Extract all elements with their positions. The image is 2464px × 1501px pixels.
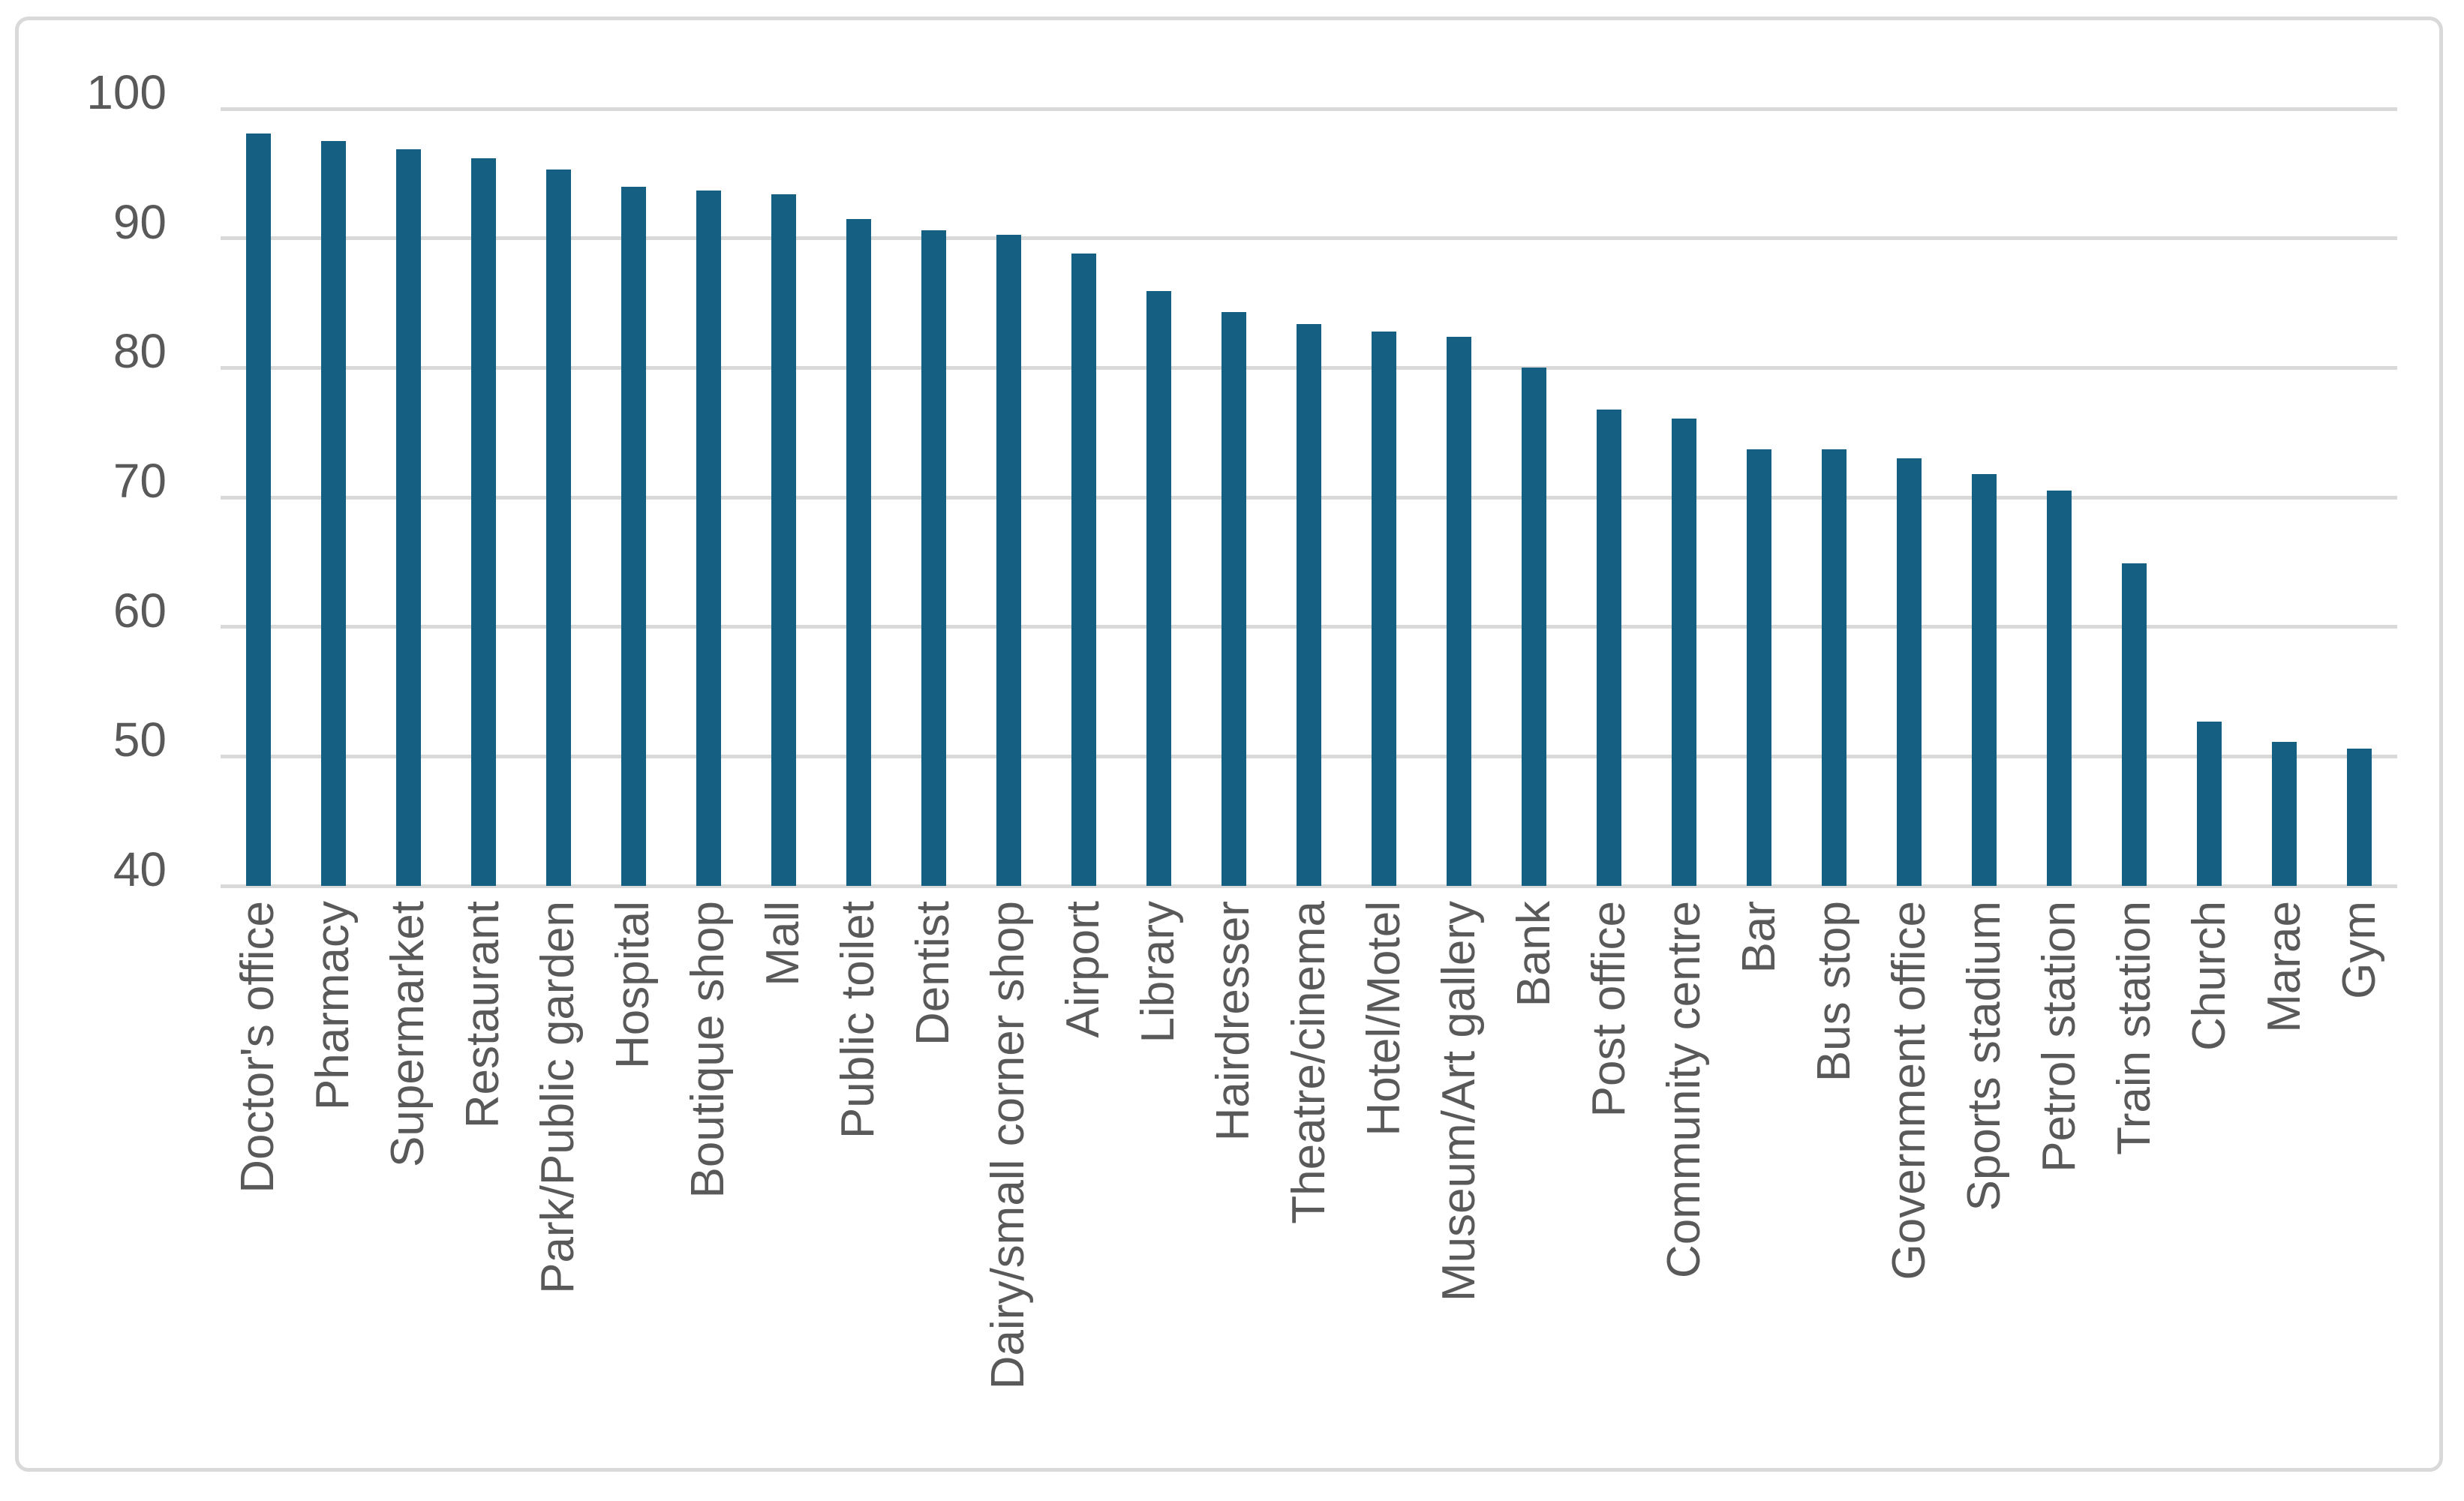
y-tick-label-60: 60 <box>113 583 167 638</box>
x-category-label-pharmacy: Pharmacy <box>307 901 359 1111</box>
bar-supermarket <box>395 149 421 886</box>
y-tick-label-80: 80 <box>113 324 167 379</box>
x-category-label-airport: Airport <box>1057 901 1110 1038</box>
bar-post-office <box>1597 409 1622 886</box>
bar-library <box>1146 291 1171 886</box>
x-category-label-library: Library <box>1132 901 1185 1043</box>
bar-bar <box>1747 449 1772 886</box>
bar-boutique-shop <box>696 190 721 886</box>
bar-bank <box>1522 368 1547 886</box>
gridline-100 <box>221 107 2397 111</box>
plot-area <box>221 107 2397 888</box>
bar-theatre-cinema <box>1297 323 1321 886</box>
bar-marae <box>2272 742 2297 886</box>
y-tick-label-40: 40 <box>113 842 167 896</box>
y-tick-label-90: 90 <box>113 194 167 249</box>
bar-hotel-motel <box>1372 332 1397 886</box>
x-category-label-hairdresser: Hairdresser <box>1207 901 1260 1142</box>
x-category-label-bus-stop: Bus stop <box>1807 901 1860 1082</box>
x-category-label-park-public-garden: Park/Public garden <box>532 901 584 1294</box>
bar-sports-stadium <box>1972 473 1997 886</box>
x-category-label-sports-stadium: Sports stadium <box>1958 901 2010 1211</box>
bar-dairy-small-corner-shop <box>996 234 1021 886</box>
x-category-label-supermarket: Supermarket <box>382 901 434 1167</box>
x-category-label-government-office: Government office <box>1883 901 1935 1280</box>
bar-public-toilet <box>846 218 871 886</box>
gridline-40 <box>221 884 2397 888</box>
y-tick-label-100: 100 <box>86 65 167 119</box>
x-category-label-restaurant: Restaurant <box>457 901 509 1129</box>
x-category-label-post-office: Post office <box>1582 901 1635 1118</box>
y-tick-label-70: 70 <box>113 454 167 508</box>
chart-frame: 40 50 60 70 80 90 100 Doctor's office Pharmacy S… <box>15 17 2443 1472</box>
x-category-label-dentist: Dentist <box>907 901 960 1046</box>
bar-doctor-s-office <box>245 133 271 886</box>
x-category-label-dairy-small-corner-shop: Dairy/small corner shop <box>982 901 1035 1390</box>
x-category-label-hotel-motel: Hotel/Motel <box>1357 901 1410 1136</box>
x-category-label-boutique-shop: Boutique shop <box>682 901 735 1199</box>
bar-restaurant <box>470 158 496 886</box>
bar-petrol-station <box>2047 491 2072 886</box>
bar-bus-stop <box>1822 449 1847 886</box>
bar-train-station <box>2122 563 2147 886</box>
bar-pharmacy <box>320 141 346 886</box>
x-category-label-mall: Mall <box>757 901 810 986</box>
bar-hospital <box>621 186 646 886</box>
bar-mall <box>771 194 796 886</box>
bar-church <box>2197 721 2222 886</box>
bar-museum-art-gallery <box>1447 336 1472 886</box>
x-category-label-community-centre: Community centre <box>1657 901 1710 1279</box>
gridline-90 <box>221 236 2397 241</box>
x-category-label-church: Church <box>2183 901 2235 1051</box>
x-category-label-museum-art-gallery: Museum/Art gallery <box>1432 901 1485 1302</box>
x-category-label-marae: Marae <box>2258 901 2310 1033</box>
bar-hairdresser <box>1221 312 1246 886</box>
bar-park-public-garden <box>545 170 571 886</box>
bar-dentist <box>921 230 946 886</box>
x-category-label-train-station: Train station <box>2108 901 2160 1155</box>
x-category-label-bar: Bar <box>1732 901 1785 974</box>
x-category-label-bank: Bank <box>1507 901 1560 1007</box>
x-category-label-petrol-station: Petrol station <box>2033 901 2085 1172</box>
bar-community-centre <box>1672 418 1697 886</box>
x-category-label-hospital: Hospital <box>607 901 660 1069</box>
y-tick-label-50: 50 <box>113 713 167 767</box>
x-category-label-gym: Gym <box>2333 901 2385 999</box>
bar-government-office <box>1897 458 1922 886</box>
x-category-label-public-toilet: Public toilet <box>832 901 885 1139</box>
bar-airport <box>1071 254 1096 886</box>
x-category-label-doctor-s-office: Doctor's office <box>232 901 284 1193</box>
x-category-label-theatre-cinema: Theatre/cinema <box>1282 901 1335 1224</box>
bar-gym <box>2347 748 2372 886</box>
